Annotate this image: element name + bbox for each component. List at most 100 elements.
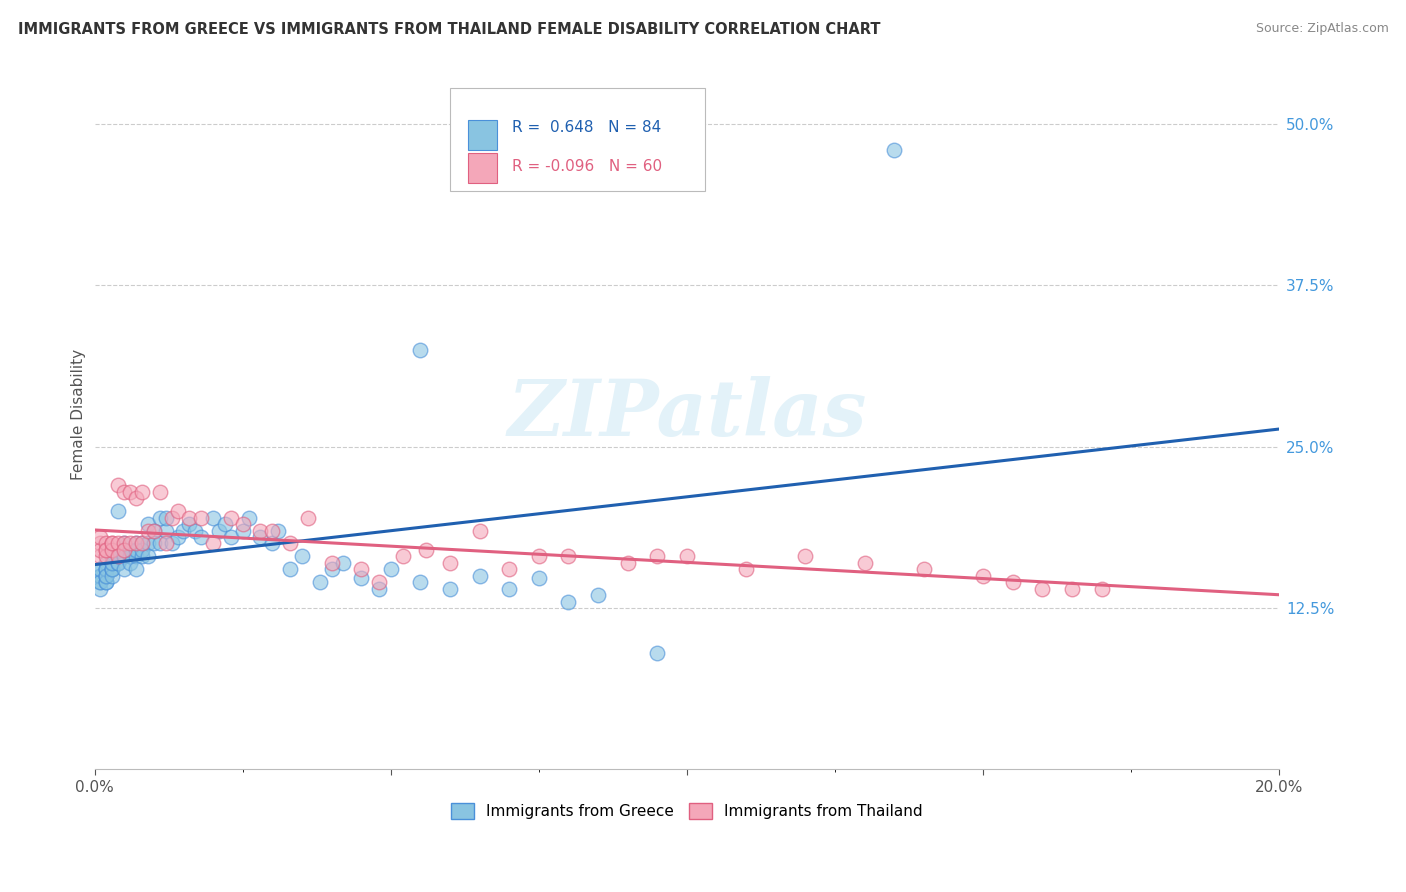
Point bbox=[120, 543, 142, 558]
Point bbox=[278, 536, 301, 550]
Point bbox=[1031, 582, 1053, 596]
Point bbox=[155, 510, 177, 524]
Point bbox=[96, 556, 118, 570]
Point bbox=[136, 536, 159, 550]
Point bbox=[557, 594, 579, 608]
Point bbox=[107, 536, 129, 550]
Point bbox=[439, 582, 461, 596]
Point bbox=[107, 556, 129, 570]
Point bbox=[101, 549, 124, 564]
Point bbox=[142, 536, 165, 550]
Point bbox=[107, 549, 129, 564]
Point bbox=[527, 571, 550, 585]
Point bbox=[232, 517, 254, 532]
Point bbox=[202, 536, 225, 550]
Text: R = -0.096   N = 60: R = -0.096 N = 60 bbox=[512, 159, 662, 174]
Point bbox=[586, 588, 609, 602]
Point bbox=[853, 556, 876, 570]
Point bbox=[219, 510, 242, 524]
Point bbox=[972, 568, 994, 582]
Y-axis label: Female Disability: Female Disability bbox=[72, 349, 86, 480]
Text: Source: ZipAtlas.com: Source: ZipAtlas.com bbox=[1256, 22, 1389, 36]
Point bbox=[131, 543, 153, 558]
Point bbox=[350, 562, 373, 576]
Point bbox=[468, 568, 491, 582]
Text: ZIPatlas: ZIPatlas bbox=[508, 376, 866, 453]
Point bbox=[208, 524, 231, 538]
Point bbox=[498, 582, 520, 596]
Point bbox=[101, 536, 124, 550]
Point bbox=[367, 575, 389, 590]
Point bbox=[149, 536, 172, 550]
Point bbox=[89, 575, 111, 590]
Point bbox=[297, 510, 319, 524]
Point bbox=[89, 568, 111, 582]
Point bbox=[89, 562, 111, 576]
Point bbox=[468, 524, 491, 538]
Point bbox=[125, 536, 148, 550]
Point bbox=[409, 575, 432, 590]
Point bbox=[125, 549, 148, 564]
Point bbox=[131, 536, 153, 550]
Point bbox=[101, 556, 124, 570]
Point bbox=[367, 582, 389, 596]
Point bbox=[131, 549, 153, 564]
Point bbox=[96, 562, 118, 576]
Point bbox=[101, 536, 124, 550]
Point bbox=[89, 530, 111, 544]
Point bbox=[125, 536, 148, 550]
Point bbox=[125, 491, 148, 506]
Point bbox=[125, 543, 148, 558]
Point bbox=[238, 510, 260, 524]
Point bbox=[96, 568, 118, 582]
Point bbox=[131, 484, 153, 499]
Point bbox=[89, 568, 111, 582]
Point bbox=[107, 549, 129, 564]
Point bbox=[647, 646, 669, 660]
Point bbox=[89, 575, 111, 590]
Point bbox=[101, 562, 124, 576]
Point bbox=[409, 343, 432, 357]
Point bbox=[96, 575, 118, 590]
Point bbox=[89, 543, 111, 558]
Point bbox=[112, 549, 135, 564]
Point bbox=[179, 517, 201, 532]
Bar bbox=[468, 120, 498, 150]
Point bbox=[112, 484, 135, 499]
Point bbox=[96, 543, 118, 558]
Point bbox=[107, 556, 129, 570]
Point bbox=[332, 556, 354, 570]
Point bbox=[112, 562, 135, 576]
Point bbox=[232, 524, 254, 538]
Bar bbox=[468, 153, 498, 183]
Point bbox=[112, 543, 135, 558]
Point bbox=[149, 510, 172, 524]
Point bbox=[89, 562, 111, 576]
Point bbox=[278, 562, 301, 576]
Point bbox=[1091, 582, 1114, 596]
Point bbox=[89, 582, 111, 596]
Point bbox=[96, 543, 118, 558]
Point bbox=[527, 549, 550, 564]
Point bbox=[498, 562, 520, 576]
Point bbox=[136, 517, 159, 532]
Point bbox=[89, 549, 111, 564]
Point bbox=[557, 549, 579, 564]
Point bbox=[1001, 575, 1024, 590]
Point bbox=[120, 484, 142, 499]
Point bbox=[190, 510, 212, 524]
Point bbox=[380, 562, 402, 576]
Point bbox=[166, 504, 188, 518]
Point bbox=[112, 543, 135, 558]
Point bbox=[136, 549, 159, 564]
Point bbox=[142, 524, 165, 538]
Point bbox=[142, 524, 165, 538]
Point bbox=[120, 556, 142, 570]
Point bbox=[262, 524, 284, 538]
Point bbox=[291, 549, 314, 564]
Point bbox=[131, 536, 153, 550]
Point bbox=[202, 510, 225, 524]
Point bbox=[616, 556, 638, 570]
Point bbox=[112, 549, 135, 564]
Point bbox=[249, 524, 271, 538]
